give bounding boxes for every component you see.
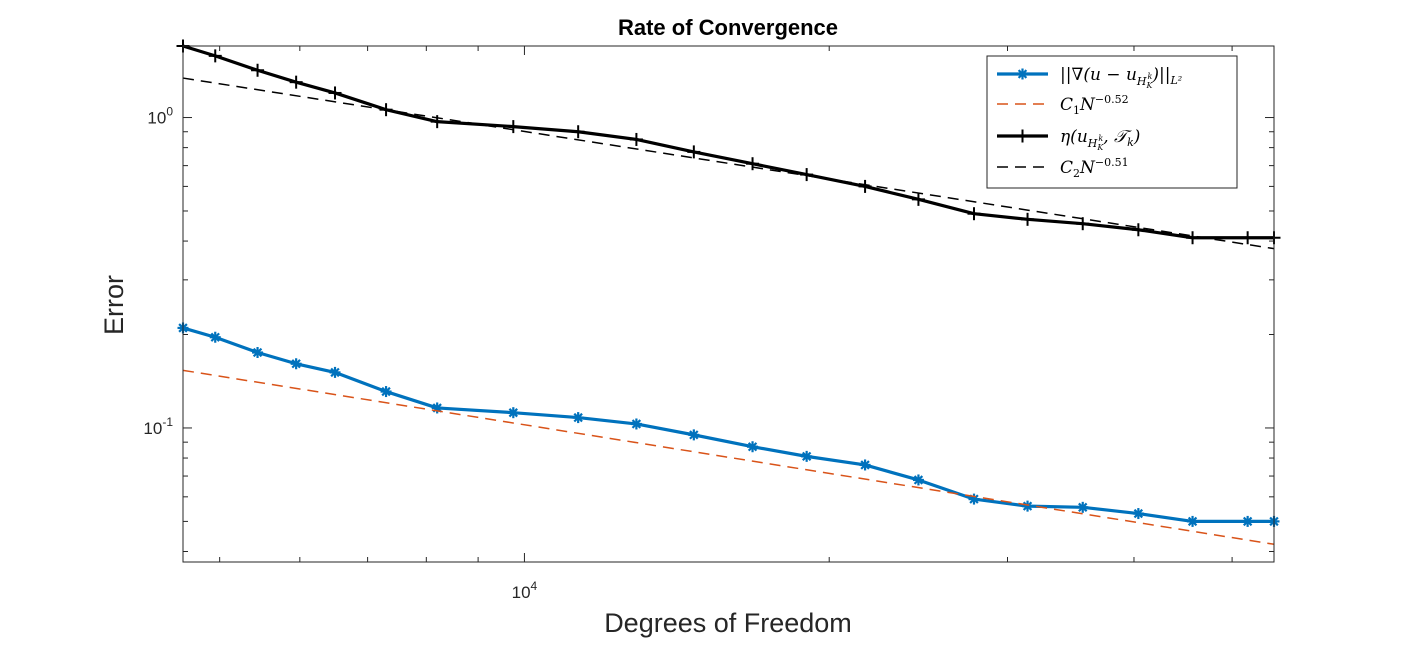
data-point xyxy=(688,429,700,441)
data-point xyxy=(1022,500,1034,512)
data-point xyxy=(801,450,813,462)
data-point xyxy=(329,366,341,378)
legend-box xyxy=(986,55,1238,189)
data-point xyxy=(290,358,302,370)
legend-label: ||∇(u − uHKk)||L² xyxy=(1060,65,1182,90)
data-point xyxy=(572,412,584,424)
data-point xyxy=(1017,68,1028,80)
data-point xyxy=(289,75,303,89)
data-point xyxy=(687,145,701,159)
data-point xyxy=(571,125,585,139)
series-3 xyxy=(176,39,1281,245)
y-tick-label: 10-1 xyxy=(143,415,173,438)
tick-labels: 104 10-1 100 xyxy=(143,105,537,602)
series-1 xyxy=(177,322,1280,527)
data-point xyxy=(1021,212,1035,226)
y-axis-label: Error xyxy=(99,275,129,335)
data-point xyxy=(912,474,924,486)
fit-line xyxy=(182,77,1275,250)
data-point xyxy=(1077,501,1089,513)
data-point xyxy=(328,86,342,100)
series-line xyxy=(182,44,1274,240)
data-point xyxy=(629,132,643,146)
plot-frame xyxy=(182,45,1275,563)
data-point xyxy=(1131,223,1145,237)
x-axis-label: Degrees of Freedom xyxy=(604,608,852,638)
legend: ||∇(u − uHKk)||L² C1N−0.52 η(uHKk, 𝒯k) C2N−… xyxy=(986,55,1238,189)
legend-label: C1N−0.52 xyxy=(1060,93,1129,117)
data-point xyxy=(800,168,814,182)
data-point xyxy=(251,63,265,77)
data-point xyxy=(911,192,925,206)
legend-label: C2N−0.51 xyxy=(1060,156,1129,180)
legend-entry-4: C2N−0.51 xyxy=(997,156,1129,180)
data-point xyxy=(252,347,264,359)
y-tick-label: 100 xyxy=(147,105,173,128)
data-point xyxy=(1186,231,1200,245)
data-point xyxy=(1132,508,1144,520)
series-4 xyxy=(182,77,1275,250)
data-point xyxy=(506,120,520,134)
data-point xyxy=(630,418,642,430)
legend-entry-2: C1N−0.52 xyxy=(997,93,1129,117)
data-point xyxy=(380,386,392,398)
legend-entry-1: ||∇(u − uHKk)||L² xyxy=(997,65,1182,90)
data-point xyxy=(208,49,222,63)
data-point xyxy=(209,331,221,343)
data-point xyxy=(1241,231,1255,245)
x-tick-label: 104 xyxy=(512,579,538,602)
series-layer xyxy=(176,39,1281,546)
data-point xyxy=(967,207,981,221)
chart-title: Rate of Convergence xyxy=(618,15,838,40)
data-point xyxy=(858,179,872,193)
data-point xyxy=(1187,515,1199,527)
data-point xyxy=(747,441,759,453)
series-line xyxy=(182,326,1274,524)
minor-ticks xyxy=(183,46,1274,562)
series-2 xyxy=(182,369,1275,546)
legend-entry-3: η(uHKk, 𝒯k) xyxy=(997,127,1140,152)
data-point xyxy=(746,157,760,171)
data-point xyxy=(1016,129,1029,143)
data-point xyxy=(859,459,871,471)
data-point xyxy=(507,407,519,419)
legend-label: η(uHKk, 𝒯k) xyxy=(1060,127,1140,152)
data-point xyxy=(1242,515,1254,527)
fit-line xyxy=(182,369,1275,546)
